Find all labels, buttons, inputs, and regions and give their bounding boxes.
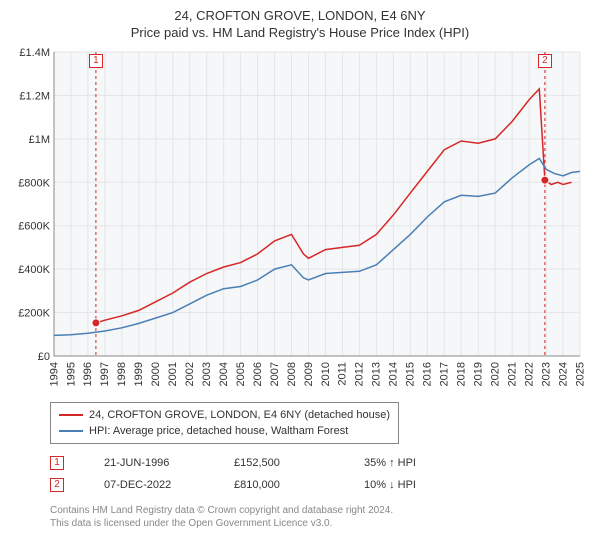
line-chart-svg: £0 £200K £400K £600K £800K £1M £1.2M £1.4M 1994 1… xyxy=(10,46,590,396)
svg-text:2016: 2016 xyxy=(422,362,434,386)
legend-item-hpi: HPI: Average price, detached house, Walt… xyxy=(59,423,390,439)
table-row: 2 07-DEC-2022 £810,000 10% ↓ HPI xyxy=(50,474,590,496)
svg-text:2002: 2002 xyxy=(184,362,196,386)
svg-text:1995: 1995 xyxy=(65,362,77,386)
svg-text:2018: 2018 xyxy=(456,362,468,386)
marker-1-label: 1 xyxy=(89,54,103,68)
chart-legend: 24, CROFTON GROVE, LONDON, E4 6NY (detac… xyxy=(50,402,399,444)
transaction-pct: 10% ↓ HPI xyxy=(364,474,454,496)
marker-2-label: 2 xyxy=(538,54,552,68)
legend-label-hpi: HPI: Average price, detached house, Walt… xyxy=(89,423,348,439)
chart-area: £0 £200K £400K £600K £800K £1M £1.2M £1.4M 1994 1… xyxy=(10,46,590,396)
transaction-date: 21-JUN-1996 xyxy=(104,452,194,474)
chart-title: 24, CROFTON GROVE, LONDON, E4 6NY xyxy=(10,8,590,23)
svg-text:2000: 2000 xyxy=(150,362,162,386)
legend-swatch-hpi xyxy=(59,430,83,432)
chart-subtitle: Price paid vs. HM Land Registry's House … xyxy=(10,25,590,40)
svg-text:£1.2M: £1.2M xyxy=(19,90,50,102)
svg-text:2005: 2005 xyxy=(235,362,247,386)
svg-text:£1.4M: £1.4M xyxy=(19,47,50,59)
footer-line-1: Contains HM Land Registry data © Crown c… xyxy=(50,504,590,517)
table-row: 1 21-JUN-1996 £152,500 35% ↑ HPI xyxy=(50,452,590,474)
svg-text:£400K: £400K xyxy=(18,264,50,276)
svg-text:2022: 2022 xyxy=(523,362,535,386)
svg-text:£200K: £200K xyxy=(18,308,50,320)
chart-container: 24, CROFTON GROVE, LONDON, E4 6NY Price … xyxy=(0,0,600,560)
svg-text:2001: 2001 xyxy=(167,362,179,386)
svg-text:2021: 2021 xyxy=(506,362,518,386)
legend-label-property: 24, CROFTON GROVE, LONDON, E4 6NY (detac… xyxy=(89,407,390,423)
svg-text:2015: 2015 xyxy=(405,362,417,386)
svg-text:1999: 1999 xyxy=(133,362,145,386)
svg-text:2006: 2006 xyxy=(252,362,264,386)
transactions-table: 1 21-JUN-1996 £152,500 35% ↑ HPI 2 07-DE… xyxy=(50,452,590,496)
svg-text:1998: 1998 xyxy=(116,362,128,386)
svg-text:1997: 1997 xyxy=(99,362,111,386)
transaction-pct: 35% ↑ HPI xyxy=(364,452,454,474)
svg-text:2013: 2013 xyxy=(371,362,383,386)
svg-text:2020: 2020 xyxy=(489,362,501,386)
svg-text:2011: 2011 xyxy=(337,362,349,386)
legend-item-property: 24, CROFTON GROVE, LONDON, E4 6NY (detac… xyxy=(59,407,390,423)
svg-text:2003: 2003 xyxy=(201,362,213,386)
transaction-date: 07-DEC-2022 xyxy=(104,474,194,496)
svg-text:2024: 2024 xyxy=(557,362,569,386)
svg-text:2017: 2017 xyxy=(439,362,451,386)
svg-text:2010: 2010 xyxy=(320,362,332,386)
transaction-marker-2: 2 xyxy=(50,478,64,492)
footer-line-2: This data is licensed under the Open Gov… xyxy=(50,517,590,530)
transaction-price: £152,500 xyxy=(234,452,324,474)
transaction-price: £810,000 xyxy=(234,474,324,496)
svg-text:2009: 2009 xyxy=(303,362,315,386)
svg-text:2012: 2012 xyxy=(354,362,366,386)
svg-text:1994: 1994 xyxy=(48,362,60,386)
svg-text:2007: 2007 xyxy=(269,362,281,386)
svg-text:2025: 2025 xyxy=(574,362,586,386)
legend-swatch-property xyxy=(59,414,83,416)
svg-text:2014: 2014 xyxy=(388,362,400,386)
svg-text:2023: 2023 xyxy=(540,362,552,386)
svg-text:£0: £0 xyxy=(38,351,50,363)
svg-text:£1M: £1M xyxy=(29,134,50,146)
svg-text:£800K: £800K xyxy=(18,177,50,189)
svg-text:2004: 2004 xyxy=(218,362,230,386)
svg-text:2019: 2019 xyxy=(472,362,484,386)
svg-text:2008: 2008 xyxy=(286,362,298,386)
footer-attribution: Contains HM Land Registry data © Crown c… xyxy=(50,504,590,530)
svg-text:1996: 1996 xyxy=(82,362,94,386)
svg-text:£600K: £600K xyxy=(18,221,50,233)
transaction-marker-1: 1 xyxy=(50,456,64,470)
